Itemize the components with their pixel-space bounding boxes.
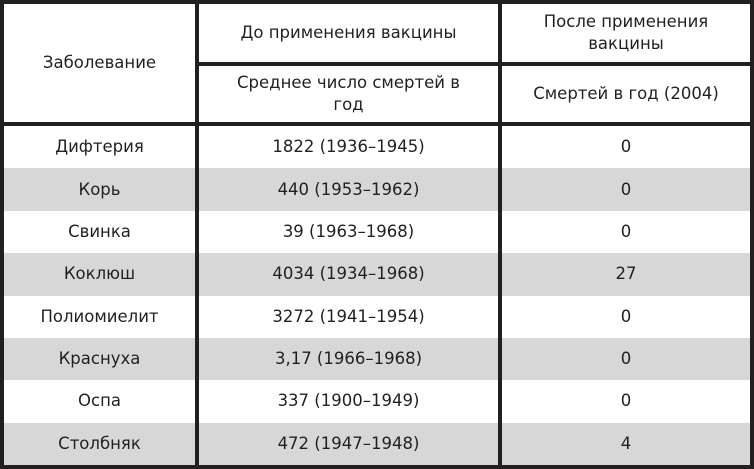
cell-before: 440 (1953–1962) bbox=[277, 179, 420, 199]
cell-disease: Столбняк bbox=[58, 433, 141, 453]
cell-before: 337 (1900–1949) bbox=[277, 391, 420, 411]
table-row: Дифтерия 1822 (1936–1945) 0 bbox=[4, 126, 750, 168]
divider bbox=[498, 4, 502, 465]
table-row: Столбняк 472 (1947–1948) 4 bbox=[4, 422, 750, 465]
cell-after: 27 bbox=[615, 264, 637, 284]
cell-disease: Краснуха bbox=[58, 349, 141, 369]
table-row: Свинка 39 (1963–1968) 0 bbox=[4, 211, 750, 253]
cell-before: 3,17 (1966–1968) bbox=[274, 349, 423, 369]
cell-before: 3272 (1941–1954) bbox=[272, 306, 425, 326]
cell-disease: Оспа bbox=[78, 391, 121, 411]
cell-disease: Свинка bbox=[68, 221, 131, 241]
divider bbox=[4, 122, 750, 126]
cell-after: 0 bbox=[620, 137, 632, 157]
table-row: Корь 440 (1953–1962) 0 bbox=[4, 168, 750, 211]
table-row: Полиомиелит 3272 (1941–1954) 0 bbox=[4, 296, 750, 338]
cell-before: 472 (1947–1948) bbox=[277, 433, 420, 453]
cell-after: 0 bbox=[620, 179, 632, 199]
cell-after: 0 bbox=[620, 349, 632, 369]
header-before-sub: Среднее число смертей в год bbox=[237, 73, 460, 114]
divider bbox=[199, 62, 750, 66]
header-after: После применения вакцины bbox=[543, 12, 709, 53]
header-disease: Заболевание bbox=[42, 53, 157, 72]
header-before: До применения вакцины bbox=[240, 23, 457, 42]
cell-disease: Полиомиелит bbox=[40, 306, 159, 326]
cell-disease: Коклюш bbox=[63, 264, 136, 284]
table-row: Оспа 337 (1900–1949) 0 bbox=[4, 380, 750, 422]
cell-disease: Дифтерия bbox=[55, 137, 144, 157]
cell-after: 0 bbox=[620, 391, 632, 411]
cell-disease: Корь bbox=[78, 179, 121, 199]
table-row: Краснуха 3,17 (1966–1968) 0 bbox=[4, 337, 750, 381]
cell-before: 4034 (1934–1968) bbox=[272, 264, 425, 284]
header-after-sub: Смертей в год (2004) bbox=[533, 84, 719, 103]
divider bbox=[195, 4, 199, 465]
table-row: Коклюш 4034 (1934–1968) 27 bbox=[4, 253, 750, 296]
cell-after: 4 bbox=[620, 433, 632, 453]
cell-before: 1822 (1936–1945) bbox=[272, 137, 425, 157]
cell-after: 0 bbox=[620, 221, 632, 241]
cell-before: 39 (1963–1968) bbox=[282, 221, 415, 241]
cell-after: 0 bbox=[620, 306, 632, 326]
